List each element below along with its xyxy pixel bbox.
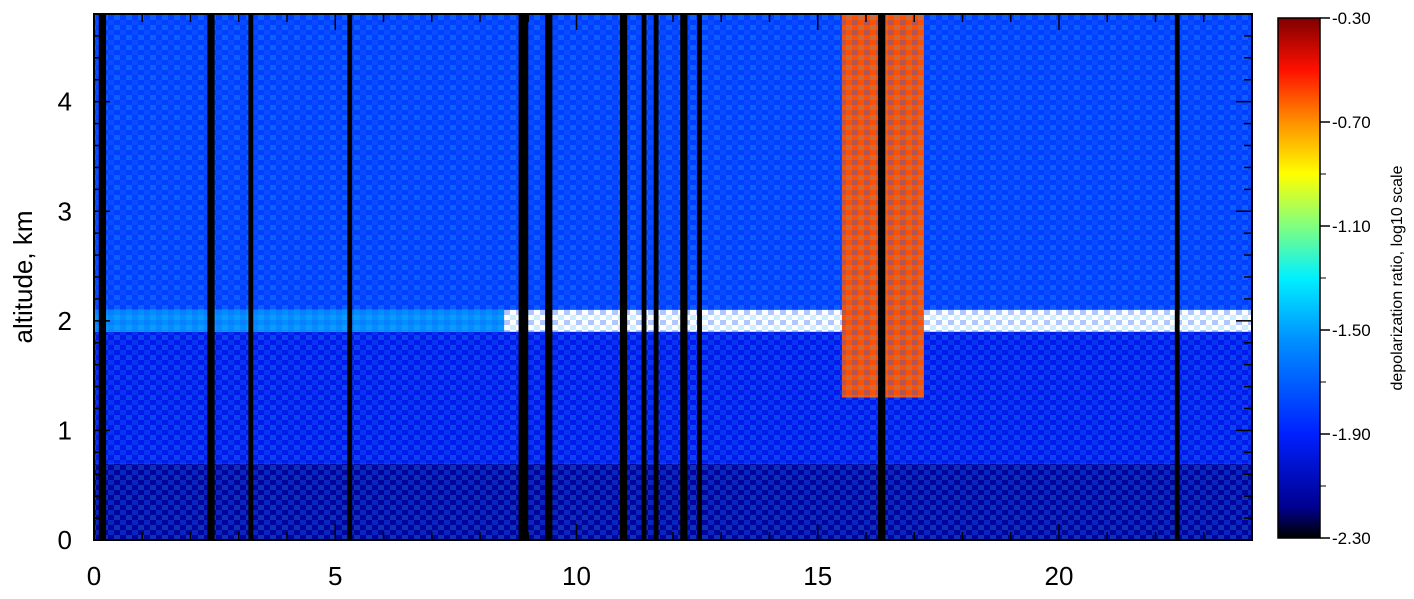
y-tick-label: 3 <box>58 196 72 226</box>
y-tick-label: 0 <box>58 525 72 555</box>
missing-data-column-3 <box>347 14 353 540</box>
missing-data-column-5 <box>545 14 553 540</box>
colorbar-gradient <box>1277 17 1321 539</box>
x-axis: 0 5 10 15 20 <box>87 14 1253 591</box>
missing-data-column-7 <box>641 14 647 540</box>
colorbar-ticks: -2.30 -1.90 -1.50 -1.10 -0.70 -0.30 <box>1320 9 1371 548</box>
x-tick-label: 0 <box>87 561 101 591</box>
missing-data-column-6 <box>619 14 628 540</box>
noise-texture <box>94 14 1252 540</box>
y-tick-label: 4 <box>58 87 72 117</box>
colorbar-tick-label: -1.50 <box>1332 321 1371 340</box>
y-axis-label: altitude, km <box>8 211 38 344</box>
missing-data-column-1 <box>207 14 215 540</box>
x-tick-label: 5 <box>328 561 342 591</box>
missing-data-column-11 <box>878 14 886 540</box>
colorbar-tick-label: -1.90 <box>1332 425 1371 444</box>
missing-data-column-9 <box>680 14 688 540</box>
colorbar: -2.30 -1.90 -1.50 -1.10 -0.70 -0.30 depolariz… <box>1277 9 1406 548</box>
y-axis: 0 1 2 3 4 <box>58 13 1252 555</box>
plot-area <box>94 14 1252 540</box>
missing-data-column-0 <box>98 14 107 540</box>
colorbar-tick-label: -1.10 <box>1332 217 1371 236</box>
missing-data-column-2 <box>248 14 254 540</box>
x-tick-label: 20 <box>1045 561 1074 591</box>
x-tick-label: 10 <box>562 561 591 591</box>
colorbar-tick-label: -0.70 <box>1332 113 1371 132</box>
y-tick-label: 2 <box>58 306 72 336</box>
x-tick-label: 15 <box>803 561 832 591</box>
y-tick-label: 1 <box>58 415 72 445</box>
missing-data-column-4 <box>518 14 529 540</box>
colorbar-label: depolarization ratio, log10 scale <box>1389 165 1406 390</box>
missing-data-columns <box>98 14 1180 540</box>
missing-data-column-8 <box>653 14 659 540</box>
missing-data-column-12 <box>1174 14 1180 540</box>
missing-data-column-10 <box>697 14 702 540</box>
colorbar-tick-label: -2.30 <box>1332 529 1371 548</box>
colorbar-tick-label: -0.30 <box>1332 9 1371 28</box>
